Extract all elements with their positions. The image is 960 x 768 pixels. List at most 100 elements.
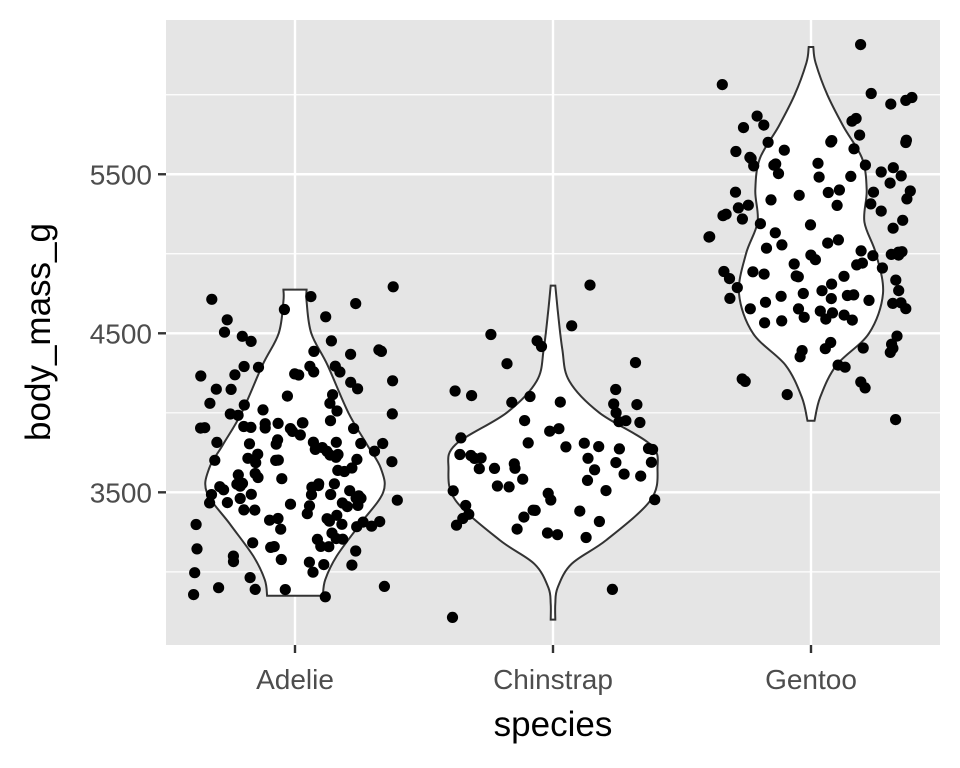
data-point bbox=[238, 399, 250, 411]
data-point bbox=[819, 343, 831, 355]
data-point bbox=[531, 335, 543, 347]
data-point bbox=[610, 457, 622, 469]
data-point bbox=[704, 231, 716, 243]
y-tick-label: 5500 bbox=[90, 159, 152, 190]
data-point bbox=[245, 335, 257, 347]
data-point bbox=[813, 171, 825, 183]
data-point bbox=[249, 583, 261, 596]
data-point bbox=[289, 368, 301, 380]
data-point bbox=[238, 504, 250, 516]
data-point bbox=[822, 237, 834, 249]
data-point bbox=[336, 518, 348, 530]
data-point bbox=[769, 227, 781, 239]
data-point bbox=[794, 351, 806, 363]
data-point bbox=[213, 582, 225, 594]
data-point bbox=[224, 408, 236, 420]
data-point bbox=[218, 326, 231, 338]
data-point bbox=[895, 170, 907, 182]
data-point bbox=[284, 498, 297, 510]
data-point bbox=[475, 452, 487, 464]
x-axis-title: species bbox=[494, 705, 613, 744]
data-point bbox=[272, 434, 284, 446]
data-point bbox=[281, 390, 293, 402]
data-point bbox=[466, 390, 478, 402]
data-point bbox=[754, 218, 767, 230]
data-point bbox=[355, 437, 367, 450]
data-point bbox=[895, 297, 907, 309]
data-point bbox=[890, 414, 902, 426]
data-point bbox=[457, 512, 469, 525]
data-point bbox=[527, 504, 539, 516]
data-point bbox=[331, 509, 343, 521]
x-tick-label: Gentoo bbox=[765, 664, 857, 695]
data-point bbox=[473, 463, 485, 475]
data-point bbox=[863, 294, 875, 306]
data-point bbox=[238, 360, 250, 373]
violin-chinstrap bbox=[447, 284, 659, 621]
data-point bbox=[855, 39, 867, 51]
data-point bbox=[553, 423, 565, 435]
data-point bbox=[387, 281, 399, 293]
data-point bbox=[524, 390, 536, 403]
data-point bbox=[724, 292, 736, 304]
data-point bbox=[747, 266, 759, 278]
data-point bbox=[225, 383, 237, 395]
data-point bbox=[308, 366, 320, 378]
data-point bbox=[566, 320, 578, 332]
data-point bbox=[313, 478, 325, 490]
data-point bbox=[209, 454, 221, 466]
data-point bbox=[581, 474, 594, 486]
data-point bbox=[792, 271, 804, 283]
data-point bbox=[551, 529, 564, 541]
data-point bbox=[345, 348, 357, 360]
data-point bbox=[318, 559, 330, 571]
x-tick-label: Adelie bbox=[256, 664, 334, 695]
data-point bbox=[368, 445, 381, 457]
data-point bbox=[792, 303, 805, 315]
data-point bbox=[772, 168, 785, 180]
data-point bbox=[629, 357, 642, 369]
data-point bbox=[838, 309, 850, 321]
data-point bbox=[324, 415, 337, 427]
data-point bbox=[770, 158, 782, 170]
data-point bbox=[303, 500, 316, 512]
data-point bbox=[578, 437, 590, 449]
data-point bbox=[718, 265, 730, 278]
data-point bbox=[391, 494, 403, 506]
data-point bbox=[775, 290, 787, 302]
data-point bbox=[319, 591, 331, 603]
data-point bbox=[826, 278, 838, 290]
data-point bbox=[449, 385, 461, 397]
data-point bbox=[331, 405, 343, 417]
data-point bbox=[517, 473, 529, 485]
data-point bbox=[645, 456, 658, 468]
data-point bbox=[264, 514, 276, 526]
data-point bbox=[308, 345, 320, 357]
data-point bbox=[519, 415, 531, 427]
data-point bbox=[188, 589, 200, 601]
data-point bbox=[580, 531, 592, 544]
data-point bbox=[323, 541, 335, 553]
data-point bbox=[303, 556, 315, 568]
data-point bbox=[848, 143, 860, 155]
data-point bbox=[554, 396, 566, 408]
data-point bbox=[275, 553, 287, 566]
data-point bbox=[345, 376, 357, 388]
data-point bbox=[346, 559, 358, 571]
data-point bbox=[327, 389, 339, 401]
data-point bbox=[272, 512, 284, 525]
data-point bbox=[275, 523, 287, 535]
data-point bbox=[867, 250, 879, 262]
violin-gentoo bbox=[737, 46, 885, 422]
data-point bbox=[606, 583, 619, 596]
data-point bbox=[631, 399, 643, 411]
data-point bbox=[234, 492, 246, 505]
data-point bbox=[373, 344, 385, 356]
data-point bbox=[759, 317, 771, 329]
data-point bbox=[736, 373, 748, 385]
data-point bbox=[904, 185, 916, 197]
data-point bbox=[776, 239, 788, 251]
data-point bbox=[330, 436, 342, 448]
data-point bbox=[857, 342, 869, 354]
data-point bbox=[334, 366, 346, 378]
